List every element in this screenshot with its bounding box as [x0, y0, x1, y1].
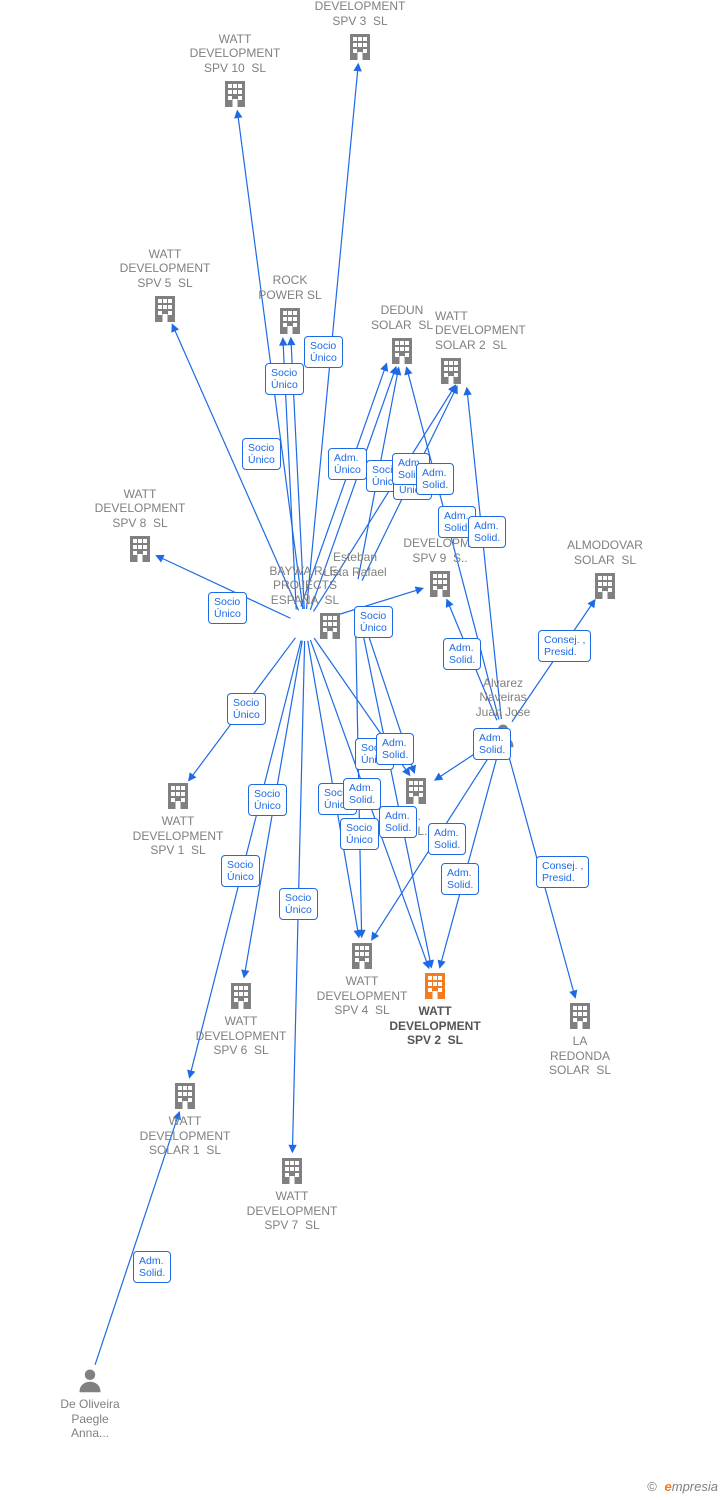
credit-text: mpresia	[672, 1479, 718, 1494]
company-node-rock[interactable]: ROCK POWER SL	[225, 273, 355, 339]
edge-label: Consej. , Presid.	[536, 856, 589, 888]
edge-label: Adm. Solid.	[133, 1251, 171, 1283]
building-icon	[400, 774, 530, 809]
edge-label: Socio Único	[265, 363, 304, 395]
person-node-esteban[interactable]: Esteban Lista Rafael	[290, 550, 420, 581]
building-icon	[515, 999, 645, 1034]
building-icon	[75, 532, 205, 567]
company-node-solar2[interactable]: WATT DEVELOPMENT SOLAR 2 SL	[435, 309, 565, 390]
node-label: De Oliveira Paegle Anna...	[25, 1397, 155, 1440]
person-node-oliveira[interactable]: De Oliveira Paegle Anna...	[25, 1366, 155, 1443]
building-icon	[113, 779, 243, 814]
node-label: WATT DEVELOPMENT SPV 2 SL	[370, 1004, 500, 1047]
company-node-spv5[interactable]: WATT DEVELOPMENT SPV 5 SL	[100, 247, 230, 328]
node-label: WATT DEVELOPMENT SPV 7 SL	[227, 1189, 357, 1232]
edge-label: Adm. Solid.	[416, 463, 454, 495]
node-label: WATT DEVELOPMENT SOLAR 1 SL	[120, 1114, 250, 1157]
edge-label: Adm. Solid.	[428, 823, 466, 855]
edge-label: Socio Único	[279, 888, 318, 920]
edge-label: Adm. Único	[328, 448, 367, 480]
edge-label: Adm. Solid.	[379, 806, 417, 838]
credit: © empresia	[647, 1479, 718, 1494]
edge-label: Socio Único	[227, 693, 266, 725]
node-label: WATT DEVELOPMENT SPV 5 SL	[100, 247, 230, 290]
building-icon	[176, 979, 306, 1014]
building-icon	[227, 1154, 357, 1189]
copyright-symbol: ©	[647, 1479, 657, 1494]
building-icon	[295, 30, 425, 65]
edge-label: Adm. Solid.	[468, 516, 506, 548]
building-icon	[540, 569, 670, 604]
edge-label: Socio Único	[242, 438, 281, 470]
edge-label: Adm. Solid.	[443, 638, 481, 670]
edge-label: Socio Único	[304, 336, 343, 368]
node-label: Alvarez Naveiras Juan Jose	[438, 676, 568, 719]
edge-label: Socio Único	[221, 855, 260, 887]
node-label: Esteban Lista Rafael	[290, 550, 420, 579]
company-node-spv6[interactable]: WATT DEVELOPMENT SPV 6 SL	[176, 979, 306, 1060]
edge-label: Socio Único	[354, 606, 393, 638]
company-node-spv8[interactable]: WATT DEVELOPMENT SPV 8 SL	[75, 487, 205, 568]
node-label: WATT DEVELOPMENT SPV 6 SL	[176, 1014, 306, 1057]
edge-label: Socio Único	[340, 818, 379, 850]
company-node-spv3[interactable]: WATT DEVELOPMENT SPV 3 SL	[295, 0, 425, 65]
edge-label: Adm. Solid.	[376, 733, 414, 765]
edge-label: Adm. Solid.	[441, 863, 479, 895]
node-label: LA REDONDA SOLAR SL	[515, 1034, 645, 1077]
building-icon	[225, 304, 355, 339]
edge-label: Consej. , Presid.	[538, 630, 591, 662]
edge-label: Adm. Solid.	[343, 778, 381, 810]
company-node-redonda[interactable]: LA REDONDA SOLAR SL	[515, 999, 645, 1080]
building-icon	[370, 969, 500, 1004]
company-node-spv2[interactable]: WATT DEVELOPMENT SPV 2 SL	[370, 969, 500, 1050]
edge-label: Adm. Solid.	[473, 728, 511, 760]
edge-label: Socio Único	[248, 784, 287, 816]
company-node-spv10[interactable]: WATT DEVELOPMENT SPV 10 SL	[170, 32, 300, 113]
credit-e: e	[665, 1479, 672, 1494]
node-label: WATT DEVELOPMENT SPV 10 SL	[170, 32, 300, 75]
company-node-almod[interactable]: ALMODOVAR SOLAR SL	[540, 538, 670, 604]
building-icon	[120, 1079, 250, 1114]
node-label: WATT DEVELOPMENT SOLAR 2 SL	[435, 309, 565, 352]
person-icon	[25, 1366, 155, 1397]
node-label: ALMODOVAR SOLAR SL	[540, 538, 670, 567]
node-label: WATT DEVELOPMENT SPV 3 SL	[295, 0, 425, 28]
building-icon	[100, 292, 230, 327]
node-label: WATT DEVELOPMENT SPV 1 SL	[113, 814, 243, 857]
company-node-spv1[interactable]: WATT DEVELOPMENT SPV 1 SL	[113, 779, 243, 860]
building-icon	[435, 354, 565, 389]
company-node-solar1[interactable]: WATT DEVELOPMENT SOLAR 1 SL	[120, 1079, 250, 1160]
company-node-spv7[interactable]: WATT DEVELOPMENT SPV 7 SL	[227, 1154, 357, 1235]
node-label: WATT DEVELOPMENT SPV 8 SL	[75, 487, 205, 530]
edge	[355, 611, 361, 937]
building-icon	[170, 77, 300, 112]
node-label: ROCK POWER SL	[225, 273, 355, 302]
edge-label: Socio Único	[208, 592, 247, 624]
